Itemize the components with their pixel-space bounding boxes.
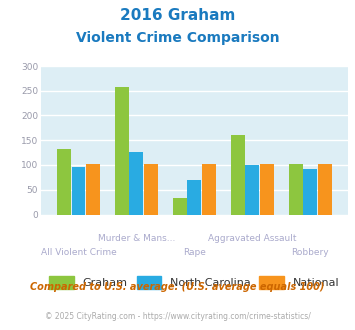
Text: Murder & Mans...: Murder & Mans... <box>98 234 175 243</box>
Bar <box>173 198 187 214</box>
Bar <box>260 164 274 214</box>
Text: 2016 Graham: 2016 Graham <box>120 8 235 23</box>
Bar <box>303 170 317 214</box>
Bar <box>144 164 158 214</box>
Text: Robbery: Robbery <box>291 248 329 257</box>
Bar <box>231 135 245 214</box>
Text: © 2025 CityRating.com - https://www.cityrating.com/crime-statistics/: © 2025 CityRating.com - https://www.city… <box>45 312 310 321</box>
Text: Compared to U.S. average. (U.S. average equals 100): Compared to U.S. average. (U.S. average … <box>30 282 325 292</box>
Bar <box>86 164 100 214</box>
Bar <box>72 168 86 215</box>
Bar <box>245 165 259 214</box>
Bar <box>57 148 71 214</box>
Text: Rape: Rape <box>183 248 206 257</box>
Text: All Violent Crime: All Violent Crime <box>40 248 116 257</box>
Bar <box>289 164 303 214</box>
Bar <box>115 87 129 214</box>
Bar <box>187 180 201 214</box>
Text: Violent Crime Comparison: Violent Crime Comparison <box>76 31 279 45</box>
Legend: Graham, North Carolina, National: Graham, North Carolina, National <box>49 277 339 289</box>
Text: Aggravated Assault: Aggravated Assault <box>208 234 296 243</box>
Bar <box>130 152 143 214</box>
Bar <box>202 164 216 214</box>
Bar <box>318 164 332 214</box>
